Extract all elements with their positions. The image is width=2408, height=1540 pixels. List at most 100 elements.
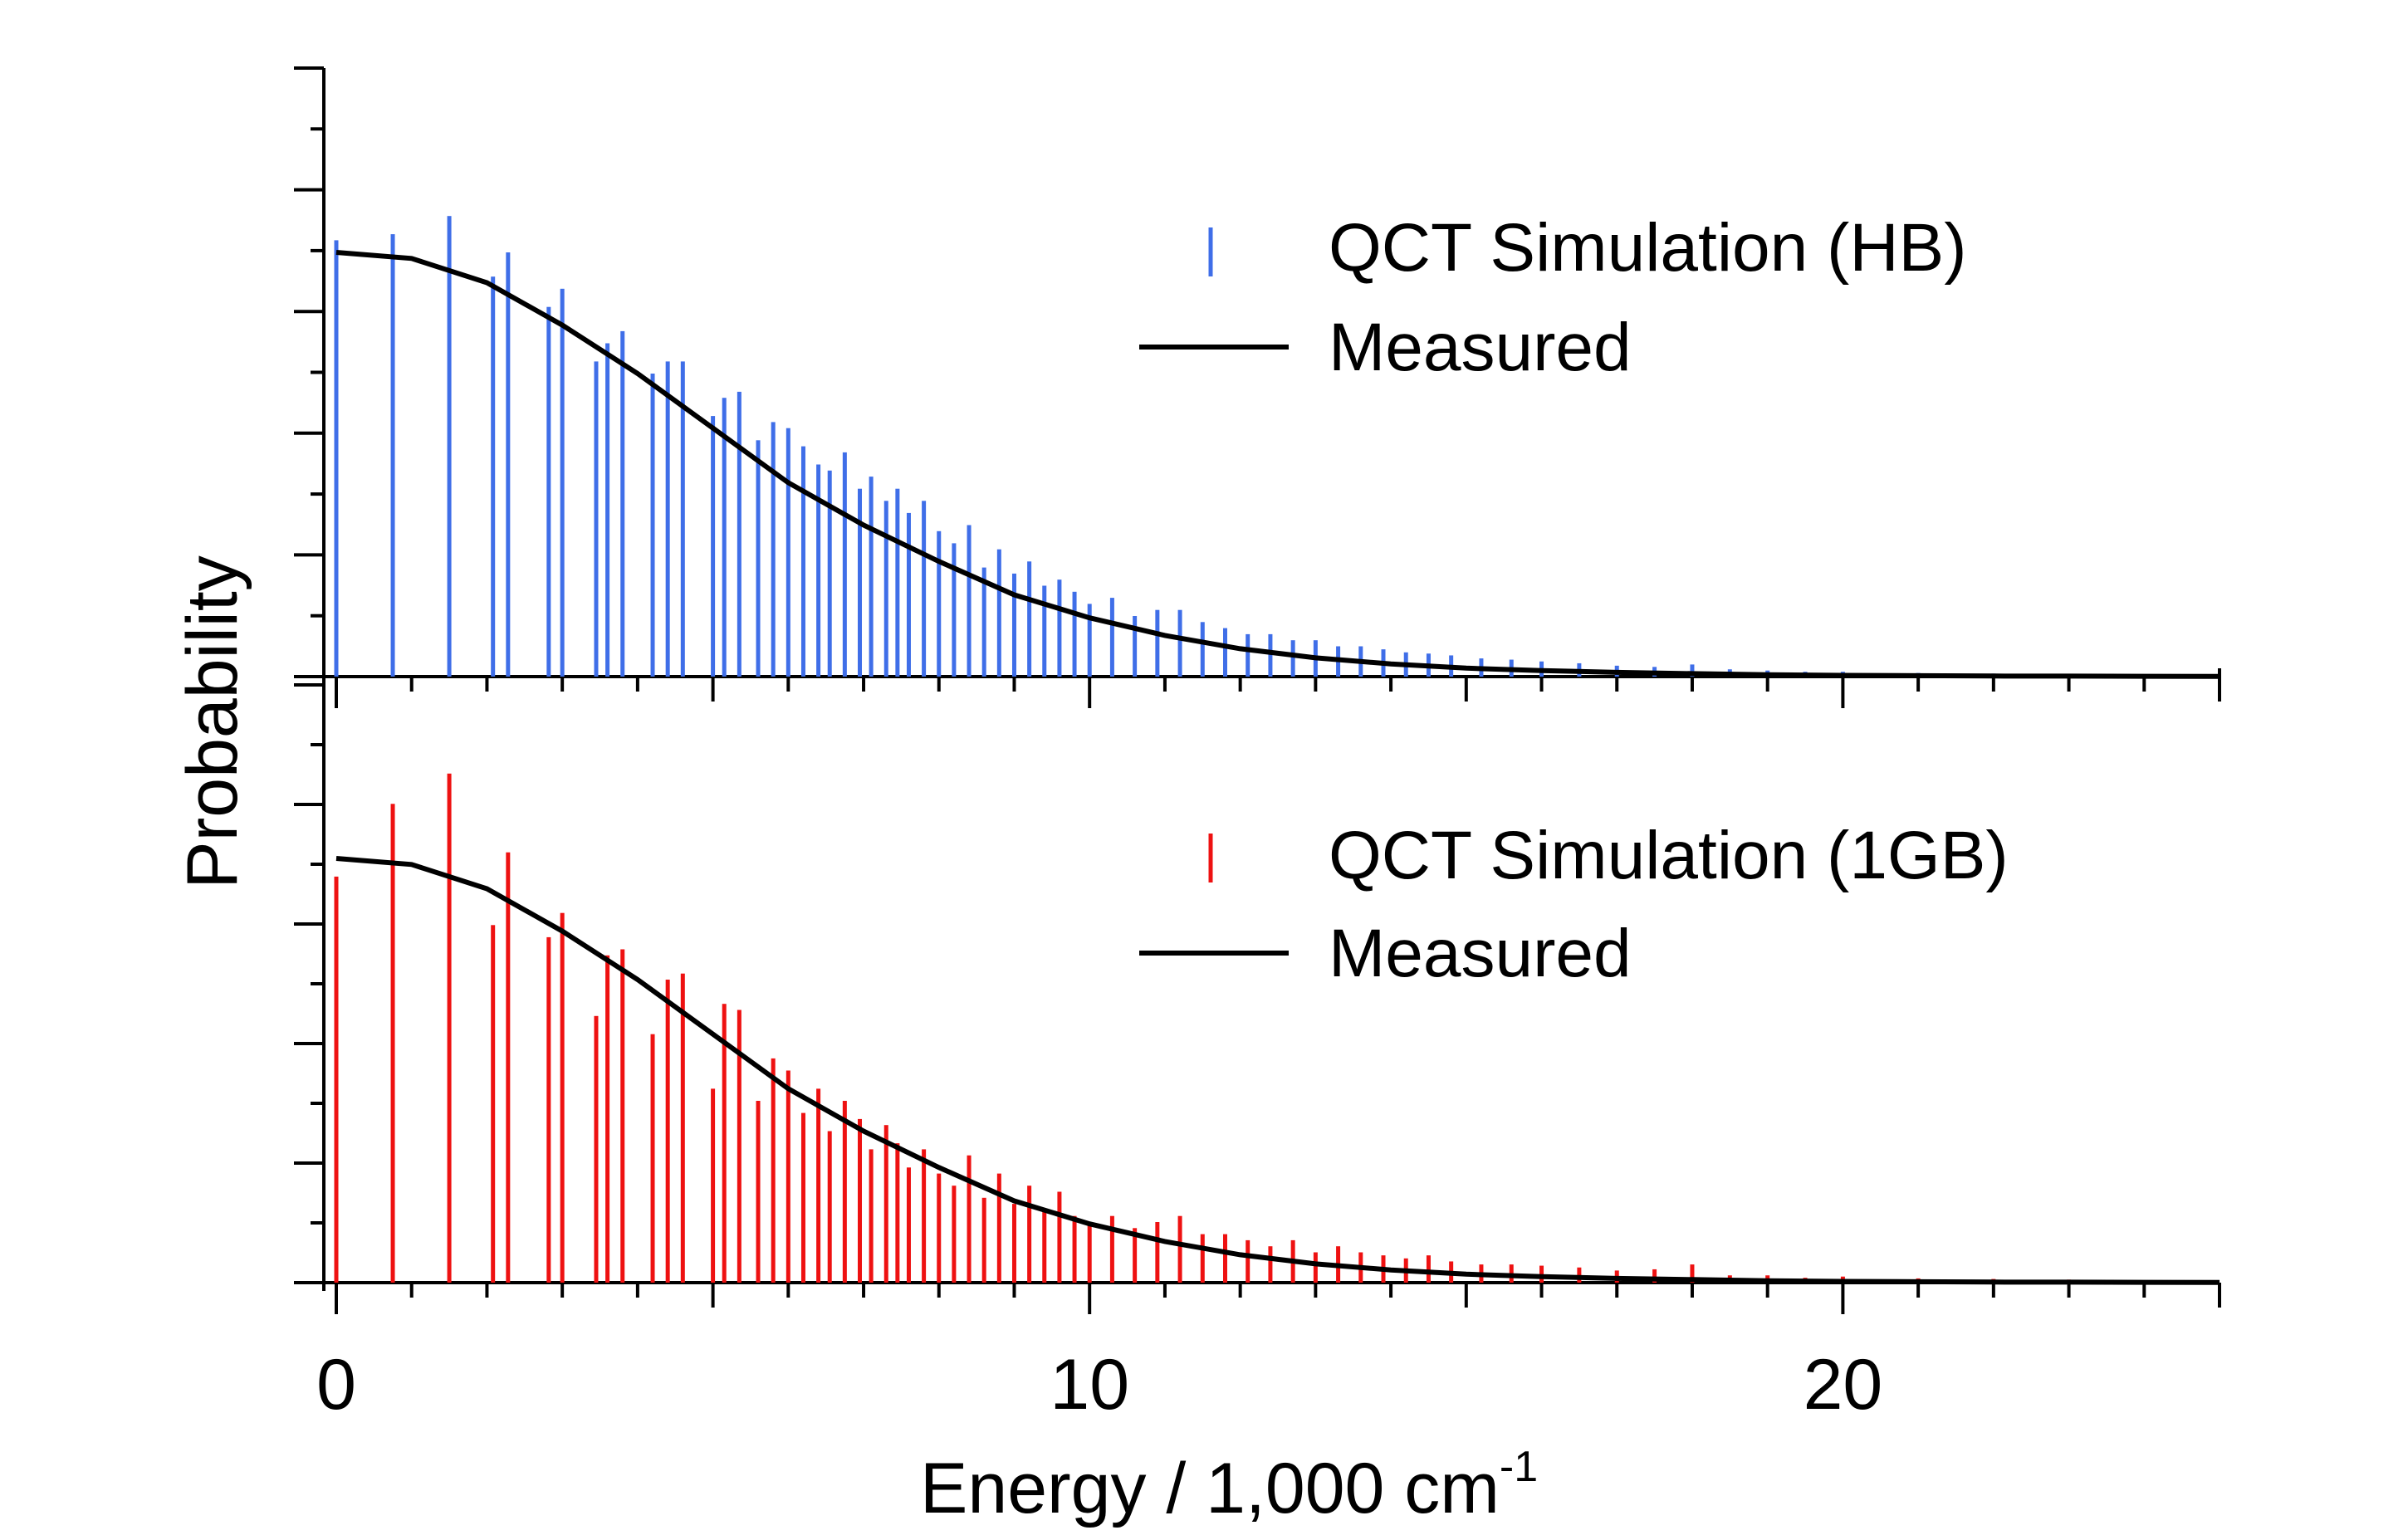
bar-bottom	[620, 949, 625, 1283]
bar-bottom	[390, 804, 395, 1283]
bar-bottom	[1072, 1215, 1077, 1283]
bar-top	[1246, 633, 1250, 677]
bar-top	[1268, 633, 1273, 677]
bar-top	[786, 428, 790, 677]
bar-bottom	[491, 925, 496, 1283]
bar-top	[800, 446, 805, 677]
bar-bottom	[827, 1131, 832, 1283]
legend-top: QCT Simulation (HB) Measured	[1139, 210, 1967, 385]
panel-top: QCT Simulation (HB) Measured	[334, 210, 2220, 679]
bar-bottom	[1109, 1215, 1114, 1283]
bar-bottom	[952, 1186, 957, 1283]
bar-top	[711, 416, 716, 677]
y-axis-label: Probability	[173, 555, 252, 889]
bar-top	[1057, 579, 1062, 677]
bar-bottom	[506, 852, 511, 1283]
measured-curve-top	[335, 250, 2220, 679]
bar-top	[883, 501, 888, 677]
bar-bottom	[895, 1143, 900, 1283]
bar-bottom	[800, 1112, 805, 1283]
x-axis-label: Energy / 1,000 cm-1	[920, 1443, 1538, 1528]
bar-bottom	[1246, 1239, 1250, 1283]
bar-bottom	[1155, 1222, 1160, 1283]
bar-bottom	[594, 1015, 599, 1283]
bar-bottom	[967, 1155, 972, 1283]
bar-bottom	[786, 1070, 790, 1283]
bar-top	[906, 512, 911, 677]
bar-top	[665, 361, 670, 677]
x-axis-label-superscript: -1	[1500, 1443, 1538, 1491]
legend-top-measured-label: Measured	[1329, 310, 1632, 385]
legend-top-sim-label: QCT Simulation (HB)	[1329, 210, 1967, 286]
bar-top	[680, 361, 685, 677]
x-tick-labels: 0 10 20	[316, 1345, 1882, 1425]
x-tick-label: 20	[1804, 1345, 1883, 1425]
bar-bottom	[334, 876, 339, 1283]
bar-top	[620, 330, 625, 677]
bar-top	[967, 525, 972, 677]
bar-top	[560, 288, 565, 677]
bar-top	[605, 343, 610, 677]
bar-top	[1072, 591, 1077, 677]
bar-top	[1690, 664, 1695, 677]
x-tick-label: 10	[1050, 1345, 1129, 1425]
bar-bottom	[650, 1034, 655, 1283]
bar-top	[1011, 573, 1016, 677]
legend-bottom: QCT Simulation (1GB) Measured	[1139, 818, 2009, 991]
bar-top	[981, 567, 986, 677]
bar-bottom	[605, 955, 610, 1283]
bar-top	[506, 252, 511, 677]
bar-bottom	[1426, 1255, 1431, 1283]
bar-top	[1087, 604, 1092, 677]
bar-bottom	[1652, 1269, 1657, 1283]
bar-top	[869, 477, 874, 677]
bar-bottom	[1087, 1222, 1092, 1283]
bar-top	[1222, 628, 1227, 677]
bar-bottom	[711, 1088, 716, 1283]
bar-top	[842, 452, 847, 677]
bar-bottom	[1133, 1228, 1138, 1283]
x-axis-label-main: Energy / 1,000 cm	[920, 1449, 1500, 1528]
bar-bottom	[1011, 1204, 1016, 1283]
bar-top	[1200, 622, 1205, 677]
legend-bottom-sim-label: QCT Simulation (1GB)	[1329, 818, 2009, 893]
bar-bottom	[447, 773, 452, 1283]
bar-bottom	[1222, 1234, 1227, 1283]
bar-top	[722, 398, 727, 677]
bar-bottom	[1690, 1264, 1695, 1283]
bar-bottom	[1268, 1246, 1273, 1283]
bar-bottom	[816, 1088, 821, 1283]
bar-top	[594, 361, 599, 677]
bar-bottom	[771, 1058, 776, 1283]
bar-bottom	[937, 1173, 942, 1283]
bar-bottom	[1027, 1186, 1032, 1283]
bar-top	[491, 276, 496, 677]
bar-bottom	[1313, 1252, 1318, 1283]
bar-top	[447, 216, 452, 677]
bar-bottom	[737, 1010, 741, 1283]
bar-bottom	[906, 1167, 911, 1283]
bar-top	[1109, 598, 1114, 677]
bar-top	[1177, 609, 1182, 677]
bar-bottom	[665, 980, 670, 1283]
bar-bottom	[1200, 1234, 1205, 1283]
bar-top	[1290, 640, 1295, 677]
measured-curve-bottom	[335, 856, 2220, 1285]
bar-top	[1133, 616, 1138, 677]
bar-top	[952, 543, 957, 677]
bar-top	[858, 488, 863, 677]
bar-bottom	[996, 1173, 1001, 1283]
bar-bottom	[883, 1125, 888, 1283]
bar-top	[937, 530, 942, 677]
bar-bottom	[869, 1149, 874, 1283]
bar-top	[816, 464, 821, 677]
bar-bottom	[922, 1149, 927, 1283]
bar-bottom	[560, 912, 565, 1283]
bar-bottom	[546, 936, 551, 1283]
bar-top	[737, 391, 741, 677]
bar-top	[827, 470, 832, 677]
bar-bottom	[842, 1101, 847, 1283]
panel-bottom: QCT Simulation (1GB) Measured	[334, 773, 2220, 1285]
legend-bottom-measured-label: Measured	[1329, 916, 1632, 991]
